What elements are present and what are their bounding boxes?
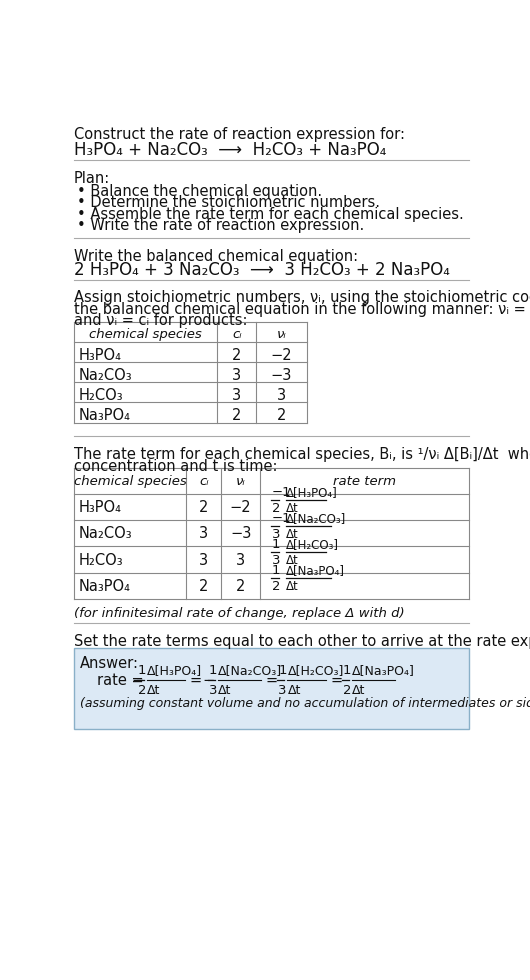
- Text: Plan:: Plan:: [74, 172, 110, 186]
- Text: H₂CO₃: H₂CO₃: [78, 553, 123, 567]
- Text: Δ[Na₂CO₃]: Δ[Na₂CO₃]: [218, 664, 282, 677]
- Text: −2: −2: [270, 348, 292, 363]
- Text: 3: 3: [199, 526, 208, 542]
- Text: • Write the rate of reaction expression.: • Write the rate of reaction expression.: [77, 219, 364, 233]
- Text: 2: 2: [232, 348, 242, 363]
- Text: 1: 1: [343, 664, 351, 677]
- Text: H₃PO₄: H₃PO₄: [78, 500, 121, 515]
- Text: −: −: [202, 673, 215, 688]
- Text: Δ[Na₃PO₄]: Δ[Na₃PO₄]: [286, 564, 344, 577]
- Text: • Assemble the rate term for each chemical species.: • Assemble the rate term for each chemic…: [77, 207, 464, 221]
- Text: • Determine the stoichiometric numbers.: • Determine the stoichiometric numbers.: [77, 195, 380, 211]
- Text: Δ[H₃PO₄]: Δ[H₃PO₄]: [286, 486, 337, 499]
- Text: 3: 3: [208, 684, 217, 697]
- Text: Na₃PO₄: Na₃PO₄: [78, 408, 130, 423]
- Text: νᵢ: νᵢ: [236, 475, 245, 488]
- Text: • Balance the chemical equation.: • Balance the chemical equation.: [77, 184, 322, 199]
- Text: −1: −1: [271, 512, 292, 525]
- Text: 3: 3: [277, 388, 286, 403]
- Text: 2 H₃PO₄ + 3 Na₂CO₃  ⟶  3 H₂CO₃ + 2 Na₃PO₄: 2 H₃PO₄ + 3 Na₂CO₃ ⟶ 3 H₂CO₃ + 2 Na₃PO₄: [74, 261, 450, 279]
- Text: 3: 3: [199, 553, 208, 567]
- Text: 1: 1: [278, 664, 287, 677]
- Text: chemical species: chemical species: [74, 475, 187, 488]
- Text: 3: 3: [271, 554, 280, 567]
- Text: H₂CO₃: H₂CO₃: [78, 388, 123, 403]
- Text: 1: 1: [271, 538, 280, 551]
- Text: 2: 2: [199, 500, 208, 515]
- Text: Set the rate terms equal to each other to arrive at the rate expression:: Set the rate terms equal to each other t…: [74, 634, 530, 650]
- Text: 3: 3: [236, 553, 245, 567]
- Text: Δ[Na₃PO₄]: Δ[Na₃PO₄]: [352, 664, 415, 677]
- Text: Δt: Δt: [286, 528, 298, 541]
- Text: −3: −3: [230, 526, 251, 542]
- Text: chemical species: chemical species: [90, 327, 202, 341]
- Text: νᵢ: νᵢ: [277, 327, 286, 341]
- Text: 2: 2: [138, 684, 146, 697]
- Text: =: =: [190, 673, 207, 688]
- Text: −3: −3: [271, 368, 292, 383]
- Text: 2: 2: [271, 580, 280, 593]
- Text: Assign stoichiometric numbers, νᵢ, using the stoichiometric coefficients, cᵢ, fr: Assign stoichiometric numbers, νᵢ, using…: [74, 290, 530, 305]
- Text: Δt: Δt: [287, 684, 301, 697]
- Text: 2: 2: [199, 579, 208, 594]
- Text: 1: 1: [271, 564, 280, 577]
- Text: Construct the rate of reaction expression for:: Construct the rate of reaction expressio…: [74, 126, 405, 142]
- Text: Δt: Δt: [218, 684, 231, 697]
- Text: Δt: Δt: [286, 554, 298, 567]
- Text: 1: 1: [138, 664, 146, 677]
- Text: (for infinitesimal rate of change, replace Δ with d): (for infinitesimal rate of change, repla…: [74, 607, 404, 619]
- Text: 2: 2: [232, 408, 242, 423]
- Text: 3: 3: [271, 528, 280, 541]
- Text: H₃PO₄ + Na₂CO₃  ⟶  H₂CO₃ + Na₃PO₄: H₃PO₄ + Na₂CO₃ ⟶ H₂CO₃ + Na₃PO₄: [74, 141, 386, 159]
- Text: Δt: Δt: [352, 684, 366, 697]
- Text: Δt: Δt: [286, 502, 298, 514]
- Text: =: =: [266, 673, 282, 688]
- Text: −1: −1: [271, 486, 292, 499]
- Text: the balanced chemical equation in the following manner: νᵢ = −cᵢ for reactants: the balanced chemical equation in the fo…: [74, 302, 530, 317]
- Text: and νᵢ = cᵢ for products:: and νᵢ = cᵢ for products:: [74, 314, 248, 328]
- Text: Δt: Δt: [286, 580, 298, 593]
- Text: rate term: rate term: [333, 475, 396, 488]
- Text: 2: 2: [277, 408, 286, 423]
- Text: cᵢ: cᵢ: [199, 475, 209, 488]
- Text: =: =: [331, 673, 347, 688]
- Text: 2: 2: [236, 579, 245, 594]
- Text: Δt: Δt: [147, 684, 160, 697]
- Text: Δ[H₃PO₄]: Δ[H₃PO₄]: [147, 664, 202, 677]
- Text: (assuming constant volume and no accumulation of intermediates or side products): (assuming constant volume and no accumul…: [80, 698, 530, 710]
- Text: −2: −2: [230, 500, 251, 515]
- Text: Write the balanced chemical equation:: Write the balanced chemical equation:: [74, 249, 358, 264]
- Text: Na₂CO₃: Na₂CO₃: [78, 368, 132, 383]
- Text: Δ[H₂CO₃]: Δ[H₂CO₃]: [286, 538, 339, 551]
- Text: 1: 1: [208, 664, 217, 677]
- Text: Δ[H₂CO₃]: Δ[H₂CO₃]: [287, 664, 344, 677]
- Text: 3: 3: [278, 684, 287, 697]
- Text: H₃PO₄: H₃PO₄: [78, 348, 121, 363]
- Text: 3: 3: [232, 388, 241, 403]
- Text: concentration and t is time:: concentration and t is time:: [74, 459, 278, 473]
- Text: 2: 2: [271, 502, 280, 514]
- Text: Na₃PO₄: Na₃PO₄: [78, 579, 130, 594]
- Text: Δ[Na₂CO₃]: Δ[Na₂CO₃]: [286, 512, 346, 525]
- Text: The rate term for each chemical species, Bᵢ, is ¹/νᵢ Δ[Bᵢ]/Δt  where [Bᵢ] is the: The rate term for each chemical species,…: [74, 447, 530, 463]
- Text: 2: 2: [343, 684, 351, 697]
- Text: rate =: rate =: [97, 673, 148, 688]
- Text: −: −: [131, 673, 144, 688]
- Text: 3: 3: [232, 368, 241, 383]
- Text: Answer:: Answer:: [80, 656, 139, 671]
- Text: Na₂CO₃: Na₂CO₃: [78, 526, 132, 542]
- Text: cᵢ: cᵢ: [232, 327, 242, 341]
- FancyBboxPatch shape: [74, 648, 469, 729]
